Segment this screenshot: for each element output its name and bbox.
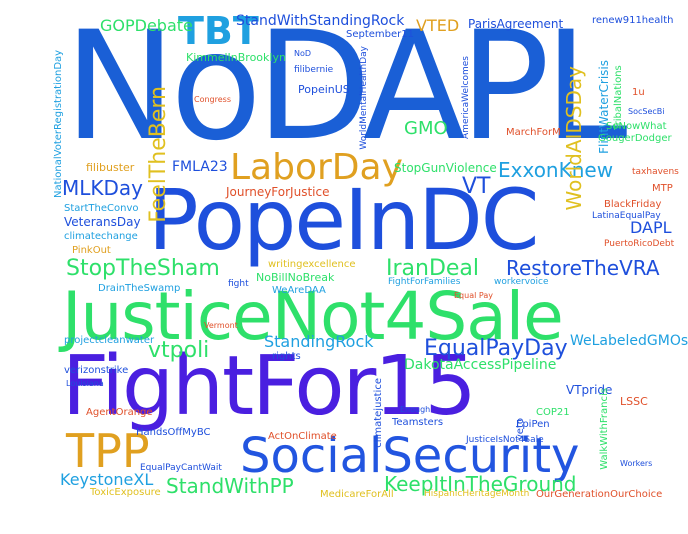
word-irandeal: IranDeal <box>386 256 480 281</box>
word-popeinus: PopeinUS <box>298 83 350 96</box>
word-actonclimate: ActOnClimate <box>268 431 337 442</box>
word-nodapl: NoDAPL <box>64 0 627 174</box>
word-standingrock: StandingRock <box>264 332 374 351</box>
word-marchform: MarchForM <box>506 127 561 138</box>
word-stopthesham: StopTheSham <box>66 256 220 281</box>
word-taxhavens: taxhavens <box>632 167 679 177</box>
word-wearedaa: WeAreDAA <box>272 285 326 296</box>
word-socialsecurity: SocialSecurity <box>240 428 580 484</box>
word-fightfor15: FightFor15 <box>62 339 477 434</box>
word-epipen: EpiPen <box>516 419 550 430</box>
word-starttheconvo: StartTheConvo <box>64 203 139 214</box>
word-keepitintheground: KeepItInTheGround <box>384 472 577 496</box>
word-tpp: TPP <box>66 424 150 478</box>
word-walkwithfrancis: WalkWithFrancis <box>599 388 610 470</box>
word-restorethevra: RestoreTheVRA <box>506 256 660 280</box>
word-nationalvoterregistrationday: NationalVoterRegistrationDay <box>53 49 64 198</box>
word-filibuster: filibuster <box>86 161 135 174</box>
word-vermont: Vermont <box>204 321 238 330</box>
word-worldaidsday: WorldAIDSDay <box>562 66 586 211</box>
word-dapl: DAPL <box>630 218 672 237</box>
word-justiceisnot4sale: JusticeIsNot4Sale <box>466 435 544 445</box>
word-medicareforall: MedicareForAll <box>320 489 394 500</box>
word-1u: 1u <box>632 87 645 98</box>
word-gopdebate: GOPDebate <box>100 16 193 35</box>
word-toxicexposure: ToxicExposure <box>90 487 161 498</box>
word-writingexcellence: writingexcellence <box>268 259 356 270</box>
word-exxonknew: ExxonKnew <box>498 158 614 182</box>
word-draintheswamp: DrainTheSwamp <box>98 283 181 294</box>
word-nobillnobreak: NoBillNoBreak <box>256 271 335 284</box>
word-enough: Enough <box>400 405 431 414</box>
word-journeyforjustice: JourneyForJustice <box>226 185 330 199</box>
word-dakotaaccesspipeline: DakotaAccessPipeline <box>404 357 557 373</box>
word-climatechange: climatechange <box>64 231 138 242</box>
word-louisiana: Louisiana <box>66 379 104 388</box>
word-puertoricodebt: PuertoRicoDebt <box>604 239 675 249</box>
word-latinaequalpay: LatinaEqualPay <box>592 211 661 221</box>
word-filibernie: filibernie <box>294 65 334 75</box>
word-pinkout: PinkOut <box>72 245 111 256</box>
word-hispanicheritagemonth: HispanicHeritageMonth <box>424 489 530 499</box>
word-veteransday: VeteransDay <box>64 215 141 229</box>
word-rights: rights <box>272 351 301 362</box>
word-feelthebern: FeelTheBern <box>146 86 171 223</box>
word-justicenot4sale: JusticeNot4Sale <box>62 278 564 355</box>
word-fight: fight <box>228 279 249 289</box>
word-lssc: LSSC <box>620 395 648 408</box>
word-socsecbi: SocSecBi <box>628 107 665 116</box>
word-stopgunviolence: StopGunViolence <box>394 161 497 175</box>
word-equalpayday: EqualPayDay <box>424 336 568 361</box>
word-laborday: LaborDay <box>230 147 403 188</box>
word-standwithstandingrock: StandWithStandingRock <box>236 13 405 29</box>
word-mlkday: MLKDay <box>62 176 144 200</box>
word-worldmentalhealthday: WorldMentalHealthDay <box>359 46 369 150</box>
word-kimmelinbrooklyn: KimmelInBrooklyn <box>186 51 286 64</box>
word-gougerdodger: GougerDodger <box>598 133 672 144</box>
word-vt: VT <box>462 174 491 199</box>
word-climatejustice: climatejustice <box>373 378 384 448</box>
word-verizonstrike: verizonstrike <box>64 365 129 376</box>
word-projectcleanwater: projectcleanwater <box>64 335 155 346</box>
word-popeindc: PopeInDC <box>148 171 539 269</box>
word-blackfriday: BlackFriday <box>604 199 662 210</box>
word-handsoffmybc: HandsOffMyBC <box>136 427 211 438</box>
word-vted: VTED <box>416 16 460 35</box>
word-standwithpp: StandWithPP <box>166 474 294 498</box>
word-parisagreement: ParisAgreement <box>468 17 564 31</box>
word-ourgenerationourchoice: OurGenerationOurChoice <box>536 489 663 500</box>
word-veto: veto <box>515 418 526 441</box>
word-workervoice: workervoice <box>494 277 549 287</box>
word-renew911health: renew911health <box>592 15 674 26</box>
word-vtpoli: vtpoli <box>148 338 210 363</box>
word-cop21: COP21 <box>536 407 570 418</box>
word-sonowwhat: SoNowWhat <box>606 121 667 132</box>
word-americawelcomes: AmericaWelcomes <box>461 56 471 139</box>
word-nod: NoD <box>294 49 312 58</box>
word-september11: September11 <box>346 29 414 40</box>
word-workers: Workers <box>620 459 653 468</box>
word-vtpride: VTpride <box>566 383 613 397</box>
word-welabeledgmos: WeLabeledGMOs <box>570 333 688 349</box>
word-agentorange: AgentOrange <box>86 407 153 418</box>
word-keystonexl: KeystoneXL <box>60 470 154 489</box>
word-tbt: TBT <box>178 9 259 53</box>
word-mtp: MTP <box>652 183 673 194</box>
word-equal-pay: Equal Pay <box>454 291 493 300</box>
word-congress: Congress <box>194 95 231 104</box>
word-gmo: GMO <box>404 118 448 139</box>
word-fmla23: FMLA23 <box>172 159 228 175</box>
word-teamsters: Teamsters <box>392 417 444 428</box>
word-fightforfamilies: FightForFamilies <box>388 277 461 287</box>
word-equalpaycantwait: EqualPayCantWait <box>140 463 222 473</box>
